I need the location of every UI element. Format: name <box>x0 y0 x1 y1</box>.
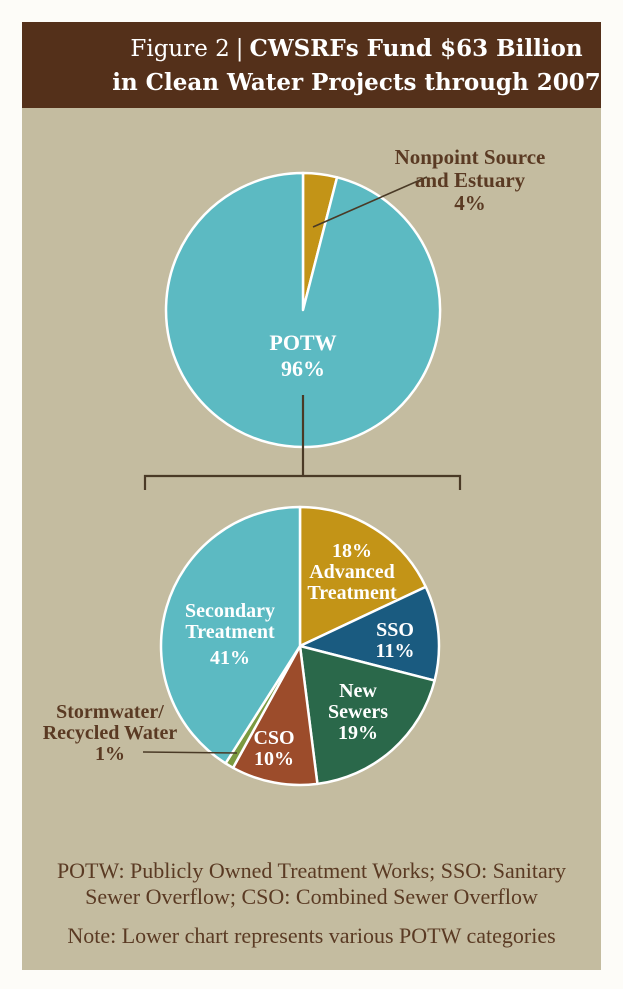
bracket-line <box>143 474 462 490</box>
pie-potw-categories <box>159 505 441 787</box>
secondary-treatment-slice-label: Secondary Treatment 41% <box>185 600 275 669</box>
pie-slice-sso <box>298 585 441 682</box>
new-sewers-slice-label: New Sewers 19% <box>328 680 388 744</box>
figure-title-line1: Figure 2 | CWSRFs Fund $63 Billion <box>112 32 601 66</box>
chart-note: Note: Lower chart represents various POT… <box>67 923 556 948</box>
footnotes: POTW: Publicly Owned Treatment Works; SS… <box>22 858 601 949</box>
figure-number: Figure 2 <box>130 36 230 62</box>
pie-slice-potw <box>164 171 442 449</box>
pie-total-funding <box>164 171 442 449</box>
sso-slice-label: SSO 11% <box>375 619 415 662</box>
abbreviation-note: POTW: Publicly Owned Treatment Works; SS… <box>22 858 601 910</box>
figure-title-text: CWSRFs Fund $63 Billion <box>249 35 583 62</box>
connector-overlay <box>142 176 462 754</box>
abbreviation-note-line1: POTW: Publicly Owned Treatment Works; SS… <box>56 858 567 883</box>
figure-title-line2: in Clean Water Projects through 2007 <box>112 69 601 96</box>
chart-panel: POTW 96% Nonpoint Source and Estuary 4% … <box>22 108 601 970</box>
pie-slice-cso <box>231 644 319 787</box>
title-divider: | <box>235 36 244 62</box>
nonpoint-source-callout-label: Nonpoint Source and Estuary 4% <box>394 145 546 215</box>
stormwater-leader-line <box>142 751 238 754</box>
pie-slice-secondary-treatment <box>159 505 302 765</box>
cso-slice-label: CSO 10% <box>253 727 295 770</box>
pie-slice-advanced-treatment <box>298 505 428 648</box>
figure-header: Figure 2 | CWSRFs Fund $63 Billion in Clea… <box>22 22 601 108</box>
pie-slice-new-sewers <box>298 644 436 786</box>
stormwater-callout-label: Stormwater/ Recycled Water 1% <box>42 701 178 765</box>
advanced-treatment-slice-label: 18% Advanced Treatment <box>307 540 397 604</box>
nonpoint-leader-line <box>312 176 428 228</box>
potw-slice-label: POTW 96% <box>269 330 337 381</box>
abbreviation-note-line2: Sewer Overflow; CSO: Combined Sewer Over… <box>85 884 538 909</box>
